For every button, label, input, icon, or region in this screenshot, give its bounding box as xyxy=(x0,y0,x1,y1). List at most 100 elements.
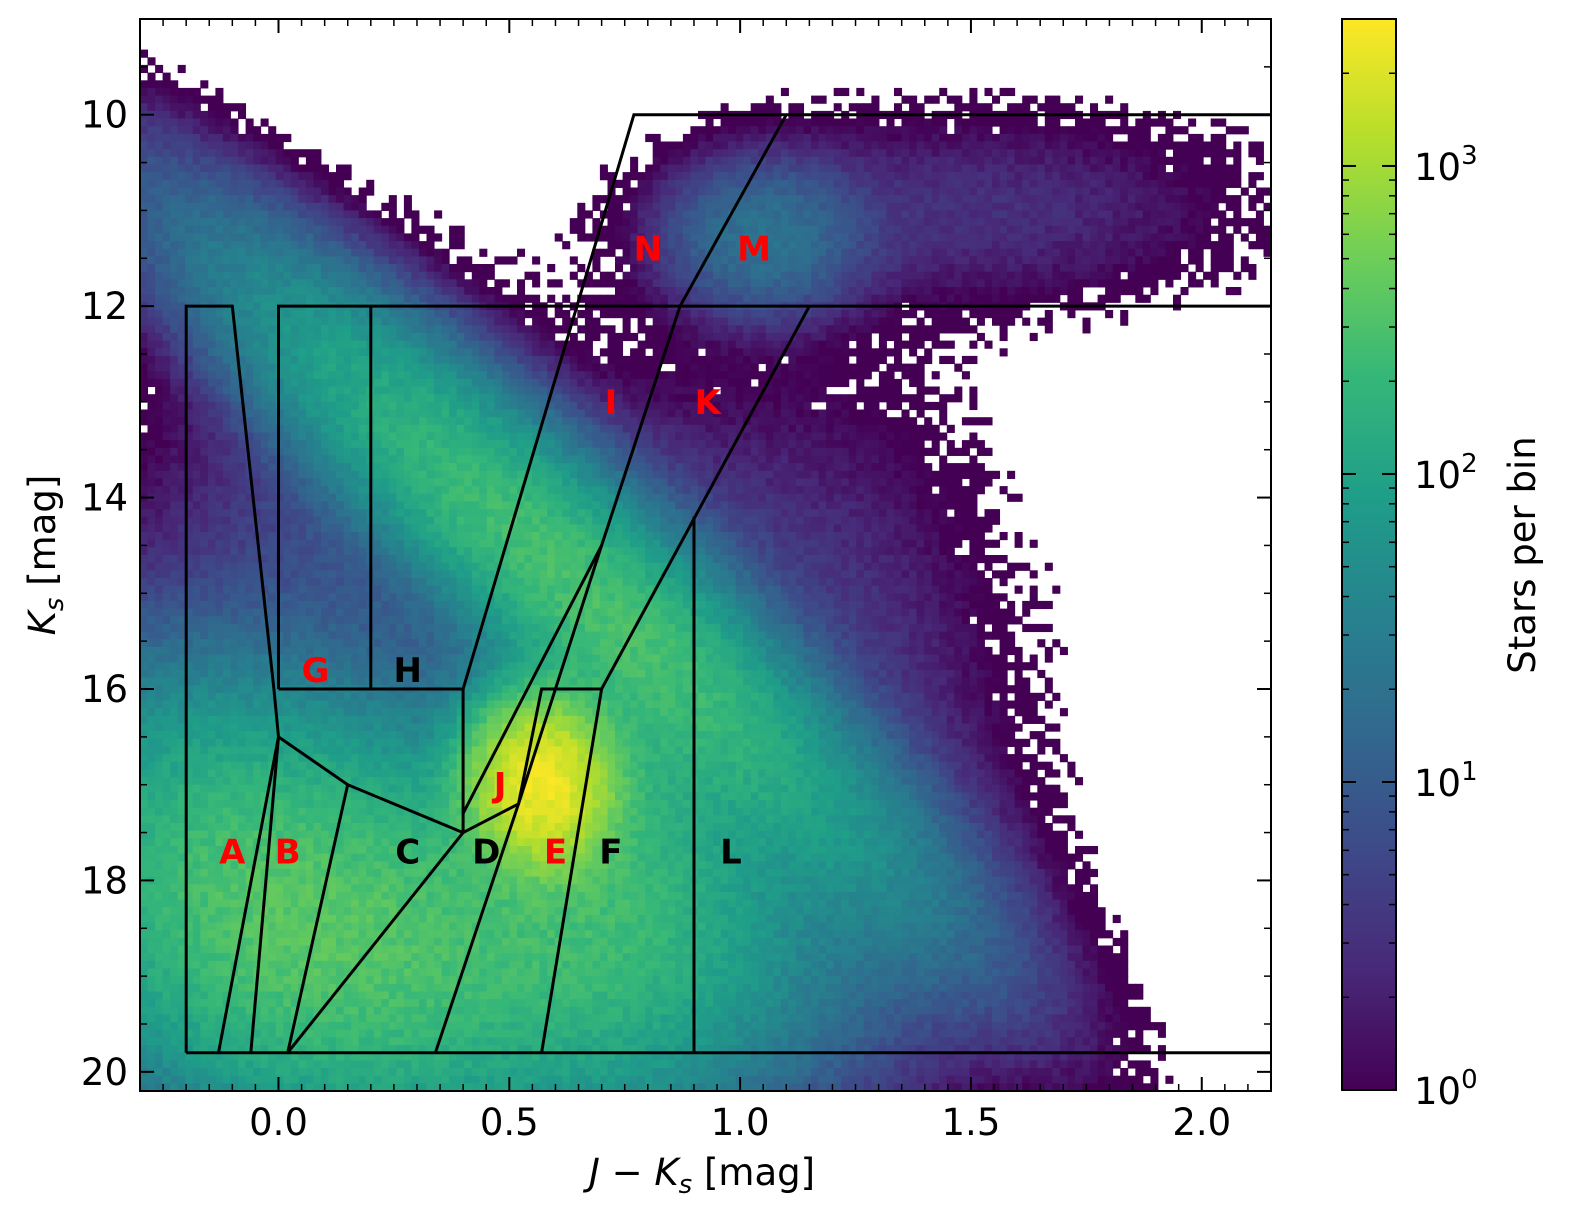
heatmap-cell xyxy=(426,386,435,395)
heatmap-cell xyxy=(260,708,269,717)
heatmap-cell xyxy=(351,991,360,1000)
heatmap-cell xyxy=(253,409,262,418)
heatmap-cell xyxy=(298,907,307,916)
heatmap-cell xyxy=(147,447,156,456)
heatmap-cell xyxy=(192,838,201,847)
heatmap-cell xyxy=(185,1022,194,1031)
heatmap-cell xyxy=(321,853,330,862)
heatmap-cell xyxy=(419,241,428,250)
heatmap-cell xyxy=(351,838,360,847)
heatmap-cell xyxy=(260,792,269,801)
heatmap-cell xyxy=(373,493,382,502)
heatmap-cell xyxy=(140,126,149,135)
heatmap-cell xyxy=(343,325,352,334)
heatmap-cell xyxy=(245,868,254,878)
heatmap-cell xyxy=(403,876,412,885)
heatmap-cell xyxy=(275,133,284,143)
heatmap-cell xyxy=(147,256,156,265)
heatmap-cell xyxy=(321,585,330,594)
heatmap-cell xyxy=(238,746,247,755)
heatmap-cell xyxy=(140,991,149,1000)
heatmap-cell xyxy=(381,945,390,954)
heatmap-cell xyxy=(192,585,201,594)
heatmap-cell xyxy=(351,248,360,257)
heatmap-cell xyxy=(373,800,382,809)
heatmap-cell xyxy=(215,983,224,992)
heatmap-cell xyxy=(268,141,277,150)
heatmap-cell xyxy=(245,172,254,181)
heatmap-cell xyxy=(290,861,299,870)
heatmap-cell xyxy=(155,1006,164,1015)
heatmap-cell xyxy=(321,861,330,870)
heatmap-cell xyxy=(238,332,247,342)
heatmap-cell xyxy=(147,853,156,862)
heatmap-cell xyxy=(411,646,420,656)
heatmap-cell xyxy=(238,279,247,288)
heatmap-cell xyxy=(434,868,443,878)
heatmap-cell xyxy=(290,792,299,801)
heatmap-cell xyxy=(207,830,216,839)
heatmap-cell xyxy=(162,746,171,755)
heatmap-cell xyxy=(260,149,269,158)
heatmap-cell xyxy=(313,455,322,464)
heatmap-cell xyxy=(155,478,164,487)
heatmap-cell xyxy=(222,371,231,380)
heatmap-cell xyxy=(200,991,209,1000)
heatmap-cell xyxy=(170,126,179,135)
heatmap-cell xyxy=(343,846,352,855)
heatmap-cell xyxy=(185,279,194,288)
heatmap-cell xyxy=(185,746,194,755)
heatmap-cell xyxy=(388,486,397,495)
heatmap-cell xyxy=(336,233,345,242)
heatmap-cell xyxy=(275,876,284,885)
heatmap-cell xyxy=(283,486,292,495)
heatmap-cell xyxy=(343,1068,352,1077)
heatmap-cell xyxy=(185,608,194,617)
heatmap-cell xyxy=(358,585,367,594)
heatmap-cell xyxy=(275,241,284,250)
heatmap-cell xyxy=(147,233,156,242)
heatmap-cell xyxy=(170,287,179,296)
heatmap-cell xyxy=(200,241,209,250)
heatmap-cell xyxy=(298,792,307,801)
heatmap-cell xyxy=(373,861,382,870)
heatmap-cell xyxy=(170,524,179,533)
heatmap-cell xyxy=(230,876,239,885)
heatmap-cell xyxy=(321,1014,330,1023)
heatmap-cell xyxy=(238,355,247,365)
heatmap-cell xyxy=(396,608,405,617)
heatmap-cell xyxy=(426,440,435,449)
heatmap-cell xyxy=(313,708,322,717)
heatmap-cell xyxy=(283,608,292,617)
heatmap-cell xyxy=(321,838,330,847)
heatmap-cell xyxy=(411,853,420,862)
heatmap-cell xyxy=(238,539,247,548)
heatmap-cell xyxy=(162,600,171,610)
heatmap-cell xyxy=(373,1045,382,1054)
heatmap-cell xyxy=(215,1029,224,1038)
heatmap-cell xyxy=(283,700,292,709)
heatmap-cell xyxy=(155,470,164,479)
heatmap-cell xyxy=(140,731,149,740)
heatmap-cell xyxy=(396,455,405,464)
heatmap-cell xyxy=(215,555,224,564)
heatmap-cell xyxy=(305,524,314,533)
heatmap-cell xyxy=(321,646,330,656)
heatmap-cell xyxy=(388,294,397,303)
heatmap-cell xyxy=(260,264,269,273)
heatmap-cell xyxy=(200,394,209,403)
heatmap-cell xyxy=(162,172,171,181)
heatmap-cell xyxy=(275,800,284,809)
heatmap-cell xyxy=(155,294,164,303)
heatmap-cell xyxy=(222,914,231,924)
heatmap-cell xyxy=(155,639,164,648)
heatmap-cell xyxy=(260,248,269,257)
heatmap-cell xyxy=(321,532,330,541)
heatmap-cell xyxy=(275,708,284,717)
heatmap-cell xyxy=(321,769,330,778)
heatmap-cell xyxy=(321,310,330,319)
heatmap-cell xyxy=(283,715,292,724)
heatmap-cell xyxy=(358,1068,367,1077)
heatmap-cell xyxy=(185,1006,194,1015)
heatmap-cell xyxy=(290,876,299,885)
